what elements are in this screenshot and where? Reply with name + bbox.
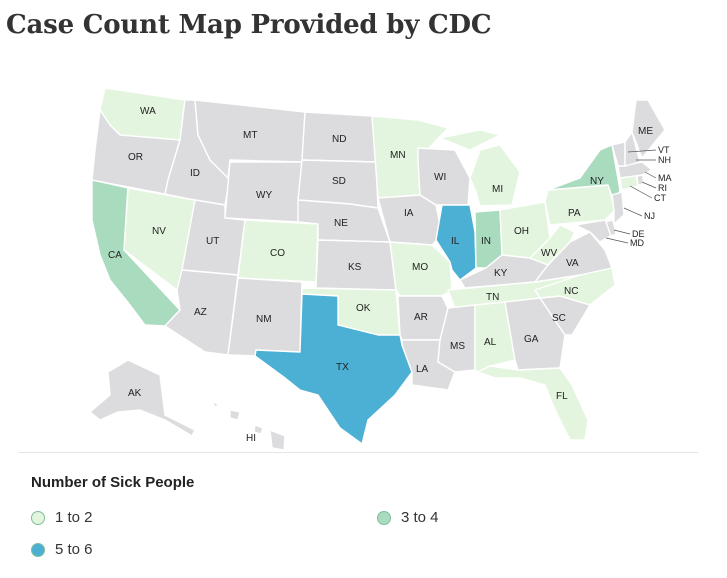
label-id: ID (190, 168, 200, 179)
label-nd: ND (332, 134, 346, 145)
leader-lines (605, 149, 657, 244)
label-nj: NJ (644, 211, 655, 221)
legend-item-5-to-6[interactable]: 5 to 6 (31, 541, 93, 558)
label-ia: IA (404, 208, 414, 219)
label-or: OR (128, 152, 143, 163)
label-ca: CA (108, 250, 122, 261)
label-wy: WY (256, 190, 272, 201)
label-wv: WV (541, 248, 557, 259)
label-tn: TN (486, 292, 499, 303)
state-ri[interactable] (636, 174, 644, 186)
label-nc: NC (564, 286, 578, 297)
state-nj[interactable] (611, 191, 625, 225)
legend-item-1-to-2[interactable]: 1 to 2 (31, 509, 93, 526)
label-il: IL (451, 236, 460, 247)
label-ma: MA (658, 173, 672, 183)
state-pa[interactable] (544, 184, 616, 226)
label-tx: TX (336, 362, 349, 373)
state-me[interactable] (631, 99, 666, 159)
label-fl: FL (556, 391, 568, 402)
label-ne: NE (334, 218, 348, 229)
label-mt: MT (243, 130, 257, 141)
state-labels: WA OR CA NV ID MT WY UT AZ CO NM ND SD N… (108, 106, 672, 444)
label-nm: NM (256, 314, 272, 325)
label-co: CO (270, 248, 285, 259)
label-ri: RI (658, 183, 667, 193)
state-md[interactable] (574, 219, 613, 243)
page-title: Case Count Map Provided by CDC (6, 10, 492, 40)
legend-dot-icon (377, 510, 391, 525)
label-de: DE (632, 229, 645, 239)
legend-title: Number of Sick People (31, 474, 195, 491)
label-ok: OK (356, 303, 371, 314)
label-al: AL (484, 337, 497, 348)
label-ny: NY (590, 176, 604, 187)
label-ky: KY (494, 268, 508, 279)
state-wv[interactable] (529, 224, 576, 266)
label-md: MD (630, 238, 644, 248)
state-mi[interactable] (439, 129, 521, 207)
label-ct: CT (654, 193, 666, 203)
legend-label: 3 to 4 (401, 509, 439, 526)
label-sd: SD (332, 176, 346, 187)
legend-item-3-to-4[interactable]: 3 to 4 (377, 509, 439, 526)
legend-divider (18, 452, 698, 453)
label-az: AZ (194, 307, 207, 318)
label-la: LA (416, 364, 429, 375)
label-wa: WA (140, 106, 156, 117)
state-hi[interactable] (211, 401, 286, 451)
state-fl[interactable] (477, 365, 589, 441)
legend-dot-icon (31, 542, 45, 557)
label-pa: PA (568, 208, 581, 219)
label-sc: SC (552, 313, 566, 324)
label-mi: MI (492, 184, 503, 195)
label-oh: OH (514, 226, 529, 237)
label-nv: NV (152, 226, 166, 237)
label-in: IN (481, 236, 491, 247)
label-vt: VT (658, 145, 670, 155)
label-hi: HI (246, 433, 256, 444)
label-ms: MS (450, 341, 465, 352)
legend-label: 1 to 2 (55, 509, 93, 526)
state-ak[interactable] (89, 359, 196, 437)
label-ar: AR (414, 312, 428, 323)
us-map: WA OR CA NV ID MT WY UT AZ CO NM ND SD N… (89, 87, 672, 451)
us-map-svg: WA OR CA NV ID MT WY UT AZ CO NM ND SD N… (89, 87, 672, 451)
label-ga: GA (524, 334, 539, 345)
state-tx[interactable] (254, 293, 413, 445)
label-me: ME (638, 126, 653, 137)
legend-dot-icon (31, 510, 45, 525)
label-mn: MN (390, 150, 406, 161)
label-ak: AK (128, 388, 142, 399)
legend-label: 5 to 6 (55, 541, 93, 558)
state-ny[interactable] (547, 144, 621, 206)
label-mo: MO (412, 262, 428, 273)
label-wi: WI (434, 172, 446, 183)
label-nh: NH (658, 155, 671, 165)
state-mo[interactable] (389, 241, 453, 297)
state-nh[interactable] (624, 131, 641, 167)
label-ks: KS (348, 262, 362, 273)
label-ut: UT (206, 236, 219, 247)
state-va[interactable] (534, 231, 613, 283)
label-va: VA (566, 258, 579, 269)
